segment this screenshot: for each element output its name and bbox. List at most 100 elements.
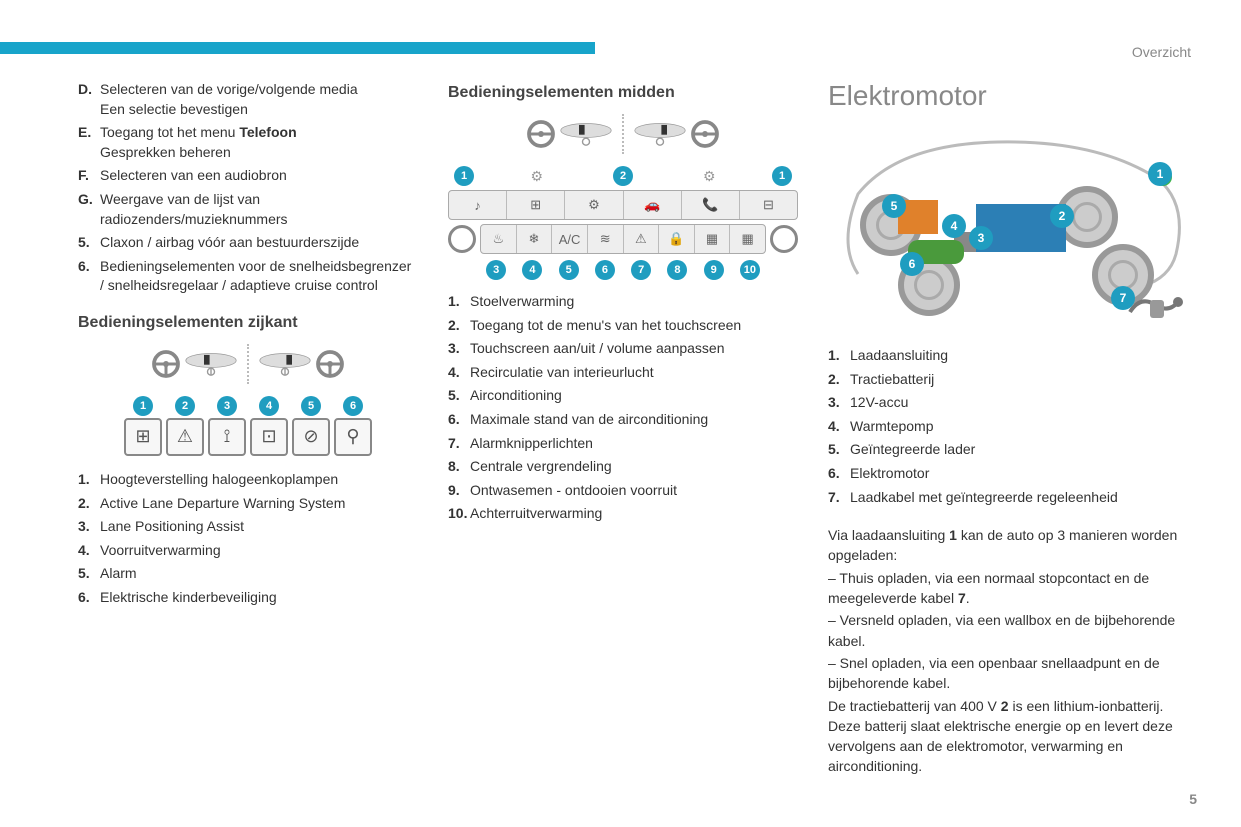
steering-pair-diagram-2 xyxy=(448,114,798,154)
steering-left-variant xyxy=(526,119,614,149)
list-item: 7.Laadkabel met geïntegreerde regeleenhe… xyxy=(828,488,1191,508)
elektromotor-title: Elektromotor xyxy=(828,80,1191,112)
number-badge: 4 xyxy=(522,260,542,280)
list-text: Toegang tot de menu's van het touchscree… xyxy=(470,316,798,336)
list-marker: 7. xyxy=(448,434,470,454)
col1-side-list: 1.Hoogteverstelling halogeenkoplampen 2.A… xyxy=(78,470,418,608)
list-item: 5.Claxon / airbag vóór aan bestuurderszi… xyxy=(78,233,418,253)
steering-right-variant xyxy=(257,349,345,379)
dash-badge: 1 xyxy=(772,166,792,186)
dash-button-icon: ♨ xyxy=(481,225,517,253)
list-item: 2.Tractiebatterij xyxy=(828,370,1191,390)
dash-button-icon: ⊞ xyxy=(507,191,565,219)
list-text: Elektromotor xyxy=(850,464,1191,484)
page-number: 5 xyxy=(1189,791,1197,807)
steering-left-variant xyxy=(151,349,239,379)
list-item: 4.Warmtepomp xyxy=(828,417,1191,437)
list-text: Ontwasemen - ontdooien voorruit xyxy=(470,481,798,501)
number-badge: 3 xyxy=(969,226,993,250)
list-item: 2.Toegang tot de menu's van het touchscr… xyxy=(448,316,798,336)
list-text: Bedieningselementen voor de snelheidsbeg… xyxy=(100,257,418,296)
steering-right-variant xyxy=(632,119,720,149)
list-item: 6.Bedieningselementen voor de snelheidsb… xyxy=(78,257,418,296)
number-badge: 3 xyxy=(217,396,237,416)
list-item: 3.Touchscreen aan/uit / volume aanpassen xyxy=(448,339,798,359)
car-diagram: 1234567 xyxy=(828,124,1188,334)
gear-icon: ⚙ xyxy=(530,168,543,185)
dash-indicator-icon xyxy=(257,352,313,376)
side-button-icon: ⊞ xyxy=(124,418,162,456)
list-text: Selecteren van een audiobron xyxy=(100,166,418,186)
list-marker: 4. xyxy=(828,417,850,437)
list-item: 10.Achterruitverwarming xyxy=(448,504,798,524)
charger-cable-icon xyxy=(1128,294,1184,333)
content-columns: D.Selecteren van de vorige/volgende medi… xyxy=(78,80,1191,779)
list-text: Stoelverwarming xyxy=(470,292,798,312)
list-item: 6.Elektromotor xyxy=(828,464,1191,484)
dash-button-icon: ▦ xyxy=(695,225,731,253)
list-text: Recirculatie van interieurlucht xyxy=(470,363,798,383)
number-badge: 5 xyxy=(559,260,579,280)
list-item: 6.Maximale stand van de airconditioning xyxy=(448,410,798,430)
side-button-wrap: 4⊡ xyxy=(250,396,288,456)
list-marker: 6. xyxy=(78,257,100,296)
gear-icon: ⚙ xyxy=(703,168,716,185)
paragraph-text: – Versneld opladen, via een wallbox en d… xyxy=(828,610,1191,651)
number-badge: 9 xyxy=(704,260,724,280)
dash-button-icon: A/C xyxy=(552,225,588,253)
side-button-wrap: 3⟟ xyxy=(208,396,246,456)
list-text: Maximale stand van de airconditioning xyxy=(470,410,798,430)
list-marker: 1. xyxy=(78,470,100,490)
number-badge: 10 xyxy=(740,260,760,280)
number-badge: 5 xyxy=(882,194,906,218)
dash-button-icon: 🚗 xyxy=(624,191,682,219)
column-middle: Bedieningselementen midden xyxy=(448,80,798,779)
list-text: Centrale vergrendeling xyxy=(470,457,798,477)
list-item: 8.Centrale vergrendeling xyxy=(448,457,798,477)
list-marker: 1. xyxy=(448,292,470,312)
dash-badge: 2 xyxy=(613,166,633,186)
dash-button-icon: 🔒 xyxy=(659,225,695,253)
list-marker: 2. xyxy=(448,316,470,336)
side-button-icon: ⚠ xyxy=(166,418,204,456)
list-item: 5.Airconditioning xyxy=(448,386,798,406)
list-item: 9.Ontwasemen - ontdooien voorruit xyxy=(448,481,798,501)
list-text: Voorruitverwarming xyxy=(100,541,418,561)
dash-top-icon-row: ♪⊞⚙🚗📞⊟ xyxy=(448,190,798,220)
list-marker: 3. xyxy=(448,339,470,359)
list-item: 7.Alarmknipperlichten xyxy=(448,434,798,454)
list-marker: 1. xyxy=(828,346,850,366)
list-text: Airconditioning xyxy=(470,386,798,406)
dash-indicator-icon xyxy=(183,352,239,376)
list-text: Tractiebatterij xyxy=(850,370,1191,390)
list-item: 1.Hoogteverstelling halogeenkoplampen xyxy=(78,470,418,490)
list-text: Laadkabel met geïntegreerde regeleenheid xyxy=(850,488,1191,508)
paragraph-text: Via laadaansluiting 1 kan de auto op 3 m… xyxy=(828,525,1191,566)
number-badge: 1 xyxy=(1148,162,1172,186)
paragraph-text: De tractiebatterij van 400 V 2 is een li… xyxy=(828,696,1191,777)
number-badge: 6 xyxy=(900,252,924,276)
list-marker: E. xyxy=(78,123,100,162)
dash-button-icon: ❄ xyxy=(517,225,553,253)
volume-knob-icon xyxy=(448,225,476,253)
dash-badge: 1 xyxy=(454,166,474,186)
list-marker: 5. xyxy=(78,233,100,253)
list-item: D.Selecteren van de vorige/volgende medi… xyxy=(78,80,418,119)
steering-wheel-icon xyxy=(151,349,181,379)
list-marker: 3. xyxy=(78,517,100,537)
list-marker: 3. xyxy=(828,393,850,413)
number-badge: 4 xyxy=(942,214,966,238)
list-text: Lane Positioning Assist xyxy=(100,517,418,537)
side-button-icon: ⚲ xyxy=(334,418,372,456)
number-badge: 2 xyxy=(1050,204,1074,228)
list-item: 4.Voorruitverwarming xyxy=(78,541,418,561)
list-marker: 9. xyxy=(448,481,470,501)
paragraph-text: – Snel opladen, via een openbaar snellaa… xyxy=(828,653,1191,694)
list-item: 1.Laadaansluiting xyxy=(828,346,1191,366)
volume-knob-icon xyxy=(770,225,798,253)
side-button-wrap: 6⚲ xyxy=(334,396,372,456)
list-marker: 4. xyxy=(448,363,470,383)
dash-button-icon: ♪ xyxy=(449,191,507,219)
list-item: 2.Active Lane Departure Warning System xyxy=(78,494,418,514)
col1-upper-list: D.Selecteren van de vorige/volgende medi… xyxy=(78,80,418,296)
